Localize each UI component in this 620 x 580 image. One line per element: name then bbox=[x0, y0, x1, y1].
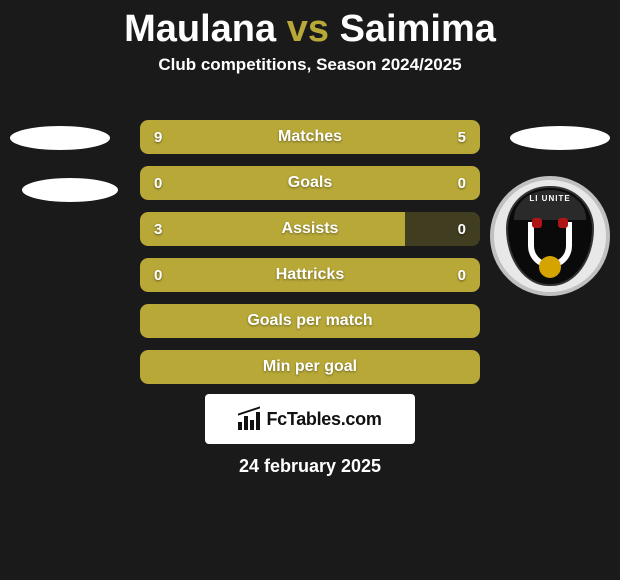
stat-row: 00Hattricks bbox=[140, 258, 480, 292]
bar-chart-icon bbox=[238, 408, 260, 430]
right-ellipse-1 bbox=[510, 126, 610, 150]
shield-icon: LI UNITE bbox=[506, 186, 594, 286]
stats-container: 95Matches 00Goals 30Assists 00Hattricks Goal… bbox=[140, 120, 480, 396]
stat-label: Assists bbox=[140, 212, 480, 246]
stat-row: 30Assists bbox=[140, 212, 480, 246]
stat-label: Goals bbox=[140, 166, 480, 200]
shield-ball-icon bbox=[539, 256, 561, 278]
stat-row: 00Goals bbox=[140, 166, 480, 200]
player1-name: Maulana bbox=[124, 8, 276, 50]
stat-label: Matches bbox=[140, 120, 480, 154]
stat-row: Min per goal bbox=[140, 350, 480, 384]
comparison-title: Maulana vs Saimima bbox=[0, 0, 620, 55]
team-badge-inner: LI UNITE bbox=[506, 186, 594, 286]
stat-label: Min per goal bbox=[140, 350, 480, 384]
stat-label: Hattricks bbox=[140, 258, 480, 292]
logo-text: FcTables.com bbox=[266, 409, 381, 430]
left-ellipse-1 bbox=[10, 126, 110, 150]
stat-label: Goals per match bbox=[140, 304, 480, 338]
badge-top-text: LI UNITE bbox=[514, 190, 586, 220]
player2-name: Saimima bbox=[340, 8, 496, 50]
subtitle: Club competitions, Season 2024/2025 bbox=[0, 55, 620, 75]
team-badge: LI UNITE bbox=[490, 176, 610, 296]
vs-separator: vs bbox=[287, 8, 329, 50]
stat-row: 95Matches bbox=[140, 120, 480, 154]
stat-row: Goals per match bbox=[140, 304, 480, 338]
left-ellipse-2 bbox=[22, 178, 118, 202]
fctables-logo[interactable]: FcTables.com bbox=[205, 394, 415, 444]
date-label: 24 february 2025 bbox=[0, 456, 620, 477]
